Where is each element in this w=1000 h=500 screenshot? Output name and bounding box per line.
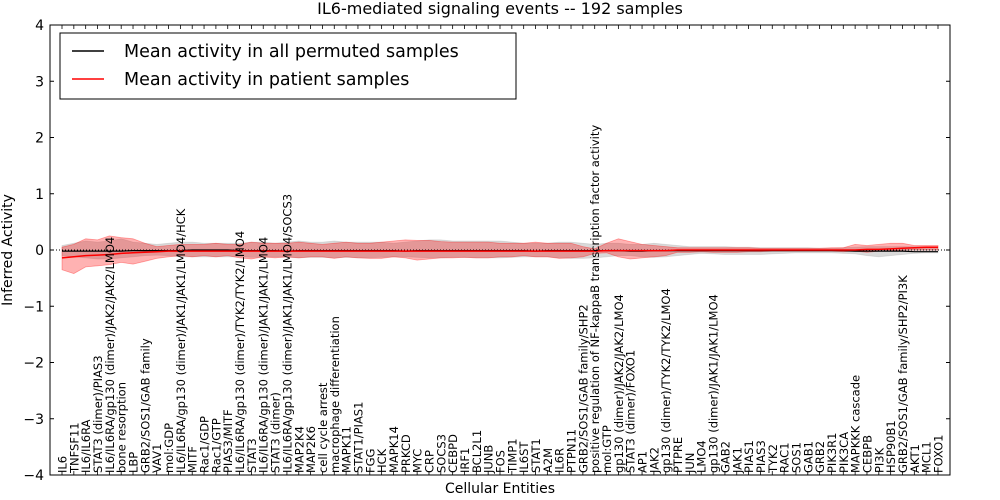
x-tick-label: MYC [411, 449, 425, 473]
x-tick-label: IL6/IL6RA/gp130 (dimer)/JAK1/JAK1/LMO4/S… [280, 194, 294, 473]
legend-box [59, 32, 517, 100]
x-tick-label: A2M [541, 448, 555, 473]
x-tick-label: SOCS3 [434, 434, 448, 473]
x-tick-label: STAT3 (dimer)/PIAS3 [91, 355, 105, 473]
y-tick-label: −4 [23, 468, 44, 484]
x-tick-label: MAPK14 [387, 426, 401, 473]
x-tick-label: IL6/IL6RA/gp130 (dimer)/JAK2/JAK2/LMO4 [103, 237, 117, 473]
x-tick-label: GRB2 [813, 441, 827, 473]
x-tick-label: FGG [363, 449, 377, 473]
x-tick-label: AKT1 [908, 444, 922, 473]
x-tick-label: PIAS3/MITF [221, 409, 235, 473]
x-tick-label: JUNB [482, 445, 496, 474]
x-tick-label: STAT3 [245, 438, 259, 473]
x-tick-label: GRB2/SOS1/GAB family [138, 338, 152, 473]
x-tick-label: IRF1 [458, 448, 472, 473]
legend-label: Mean activity in patient samples [124, 70, 409, 90]
x-tick-label: VAV1 [150, 444, 164, 473]
x-tick-label: IL6ST [517, 441, 531, 473]
y-axis: 4 3 2 1 0 −1 −2 −3 −4 [23, 18, 950, 484]
x-tick-label: PI3K [872, 447, 886, 473]
x-tick-label: FOXO1 [932, 435, 946, 473]
x-tick-label: gp130 (dimer)/JAK1/JAK1/LMO4 [707, 294, 721, 473]
x-axis-label: Cellular Entities [445, 481, 555, 497]
y-axis-label: Inferred Activity [0, 194, 16, 306]
y-tick-label: −1 [23, 299, 44, 315]
x-tick-label: MCL1 [920, 441, 934, 473]
x-tick-label: PIK3CA [837, 432, 851, 473]
x-tick-label: MAP2K4 [292, 426, 306, 473]
x-tick-label: LBP [127, 452, 141, 473]
x-tick-label: IL6/IL6RA/gp130 (dimer)/JAK1/JAK1/LMO4 [257, 237, 271, 473]
plot-area [49, 24, 951, 476]
x-tick-label: PTPN11 [565, 429, 579, 473]
x-tick-label: IL6R [553, 448, 567, 473]
x-tick-label: IL6/IL6RA/gp130 (dimer)/JAK1/JAK1/LMO4/H… [174, 208, 188, 473]
patient-mean-line [61, 246, 938, 259]
legend: Mean activity in all permuted samples Mea… [59, 32, 517, 100]
x-tick-label: MAPKKK cascade [849, 375, 863, 473]
x-tick-label: CEBPD [446, 434, 460, 473]
x-tick-label: LMO4 [695, 440, 709, 473]
x-tick-label: Rac1/GDP [198, 416, 212, 473]
x-tick-label: gp130 (dimer)/JAK2/JAK2/LMO4 [612, 294, 626, 473]
x-tick-label: positive regulation of NF-kappaB transcr… [588, 125, 602, 473]
x-tick-label: mol:GTP [600, 425, 614, 473]
x-tick-label: MAPK11 [340, 426, 354, 473]
x-tick-label: JUN [683, 453, 697, 474]
x-tick-label: STAT1/PIAS1 [351, 402, 365, 473]
y-tick-label: −3 [23, 412, 44, 428]
x-tick-label: MAP2K6 [304, 426, 318, 473]
x-tick-label: GAB1 [801, 441, 815, 473]
x-tick-label: SOS1 [789, 442, 803, 473]
x-tick-label: GAB2 [718, 441, 732, 473]
x-tick-label: PRKCD [399, 434, 413, 473]
x-tick-label: HSP90B1 [884, 420, 898, 473]
x-tick-label: PTPRE [671, 437, 685, 473]
x-tick-label: FOS [494, 450, 508, 473]
legend-label: Mean activity in all permuted samples [124, 42, 459, 62]
x-tick-label: AP1 [636, 451, 650, 473]
x-tick-label: PIAS3 [754, 440, 768, 473]
x-tick-label: GRB2/SOS1/GAB family/SHP2/PI3K [896, 275, 910, 473]
x-tick-label: MITF [186, 446, 200, 473]
x-tick-label: bone resorption [115, 382, 129, 473]
x-tick-label: gp130 (dimer)/TYK2/TYK2/LMO4 [659, 288, 673, 473]
x-tick-label: IL6/IL6RA/gp130 (dimer)/TYK2/TYK2/LMO4 [233, 231, 247, 473]
x-tick-label: STAT1 [529, 438, 543, 473]
chart-title: IL6-mediated signaling events -- 192 sam… [317, 0, 683, 18]
x-tick-label: CEBPB [860, 435, 874, 473]
x-tick-label: TIMP1 [505, 438, 519, 474]
x-tick-label: STAT3 (dimer)/FOXO1 [624, 350, 638, 473]
x-tick-label: TYK2 [766, 444, 780, 474]
x-tick-label: BCL2L1 [470, 430, 484, 473]
x-tick-label: CRP [422, 450, 436, 473]
x-tick-label: RAC1 [778, 442, 792, 473]
y-tick-label: 4 [35, 18, 44, 34]
x-tick-label: mol:GDP [162, 423, 176, 473]
x-tick-label: macrophage differentiation [328, 316, 342, 473]
y-tick-label: 1 [35, 187, 44, 203]
x-tick-label: cell cycle arrest [316, 382, 330, 473]
x-tick-label: JAK2 [647, 447, 661, 474]
x-tick-label: JAK1 [730, 447, 744, 474]
x-tick-label: IL6/IL6RA [79, 419, 93, 473]
x-tick-label: HCK [375, 448, 389, 473]
y-tick-label: −2 [23, 356, 44, 372]
permuted-spread-band [61, 238, 939, 260]
x-tick-label: TNFSF11 [67, 422, 81, 474]
y-tick-label: 2 [35, 131, 44, 147]
x-tick-label: PIK3R1 [825, 433, 839, 474]
x-tick-label: IL6 [56, 456, 70, 473]
y-tick-label: 3 [35, 74, 44, 90]
x-tick-label: Rac1/GTP [209, 418, 223, 473]
x-tick-label: PIAS1 [742, 440, 756, 473]
x-tick-label: STAT3 (dimer) [269, 392, 283, 473]
y-tick-label: 0 [35, 243, 44, 259]
x-tick-label: GRB2/SOS1/GAB family/SHP2 [576, 304, 590, 473]
